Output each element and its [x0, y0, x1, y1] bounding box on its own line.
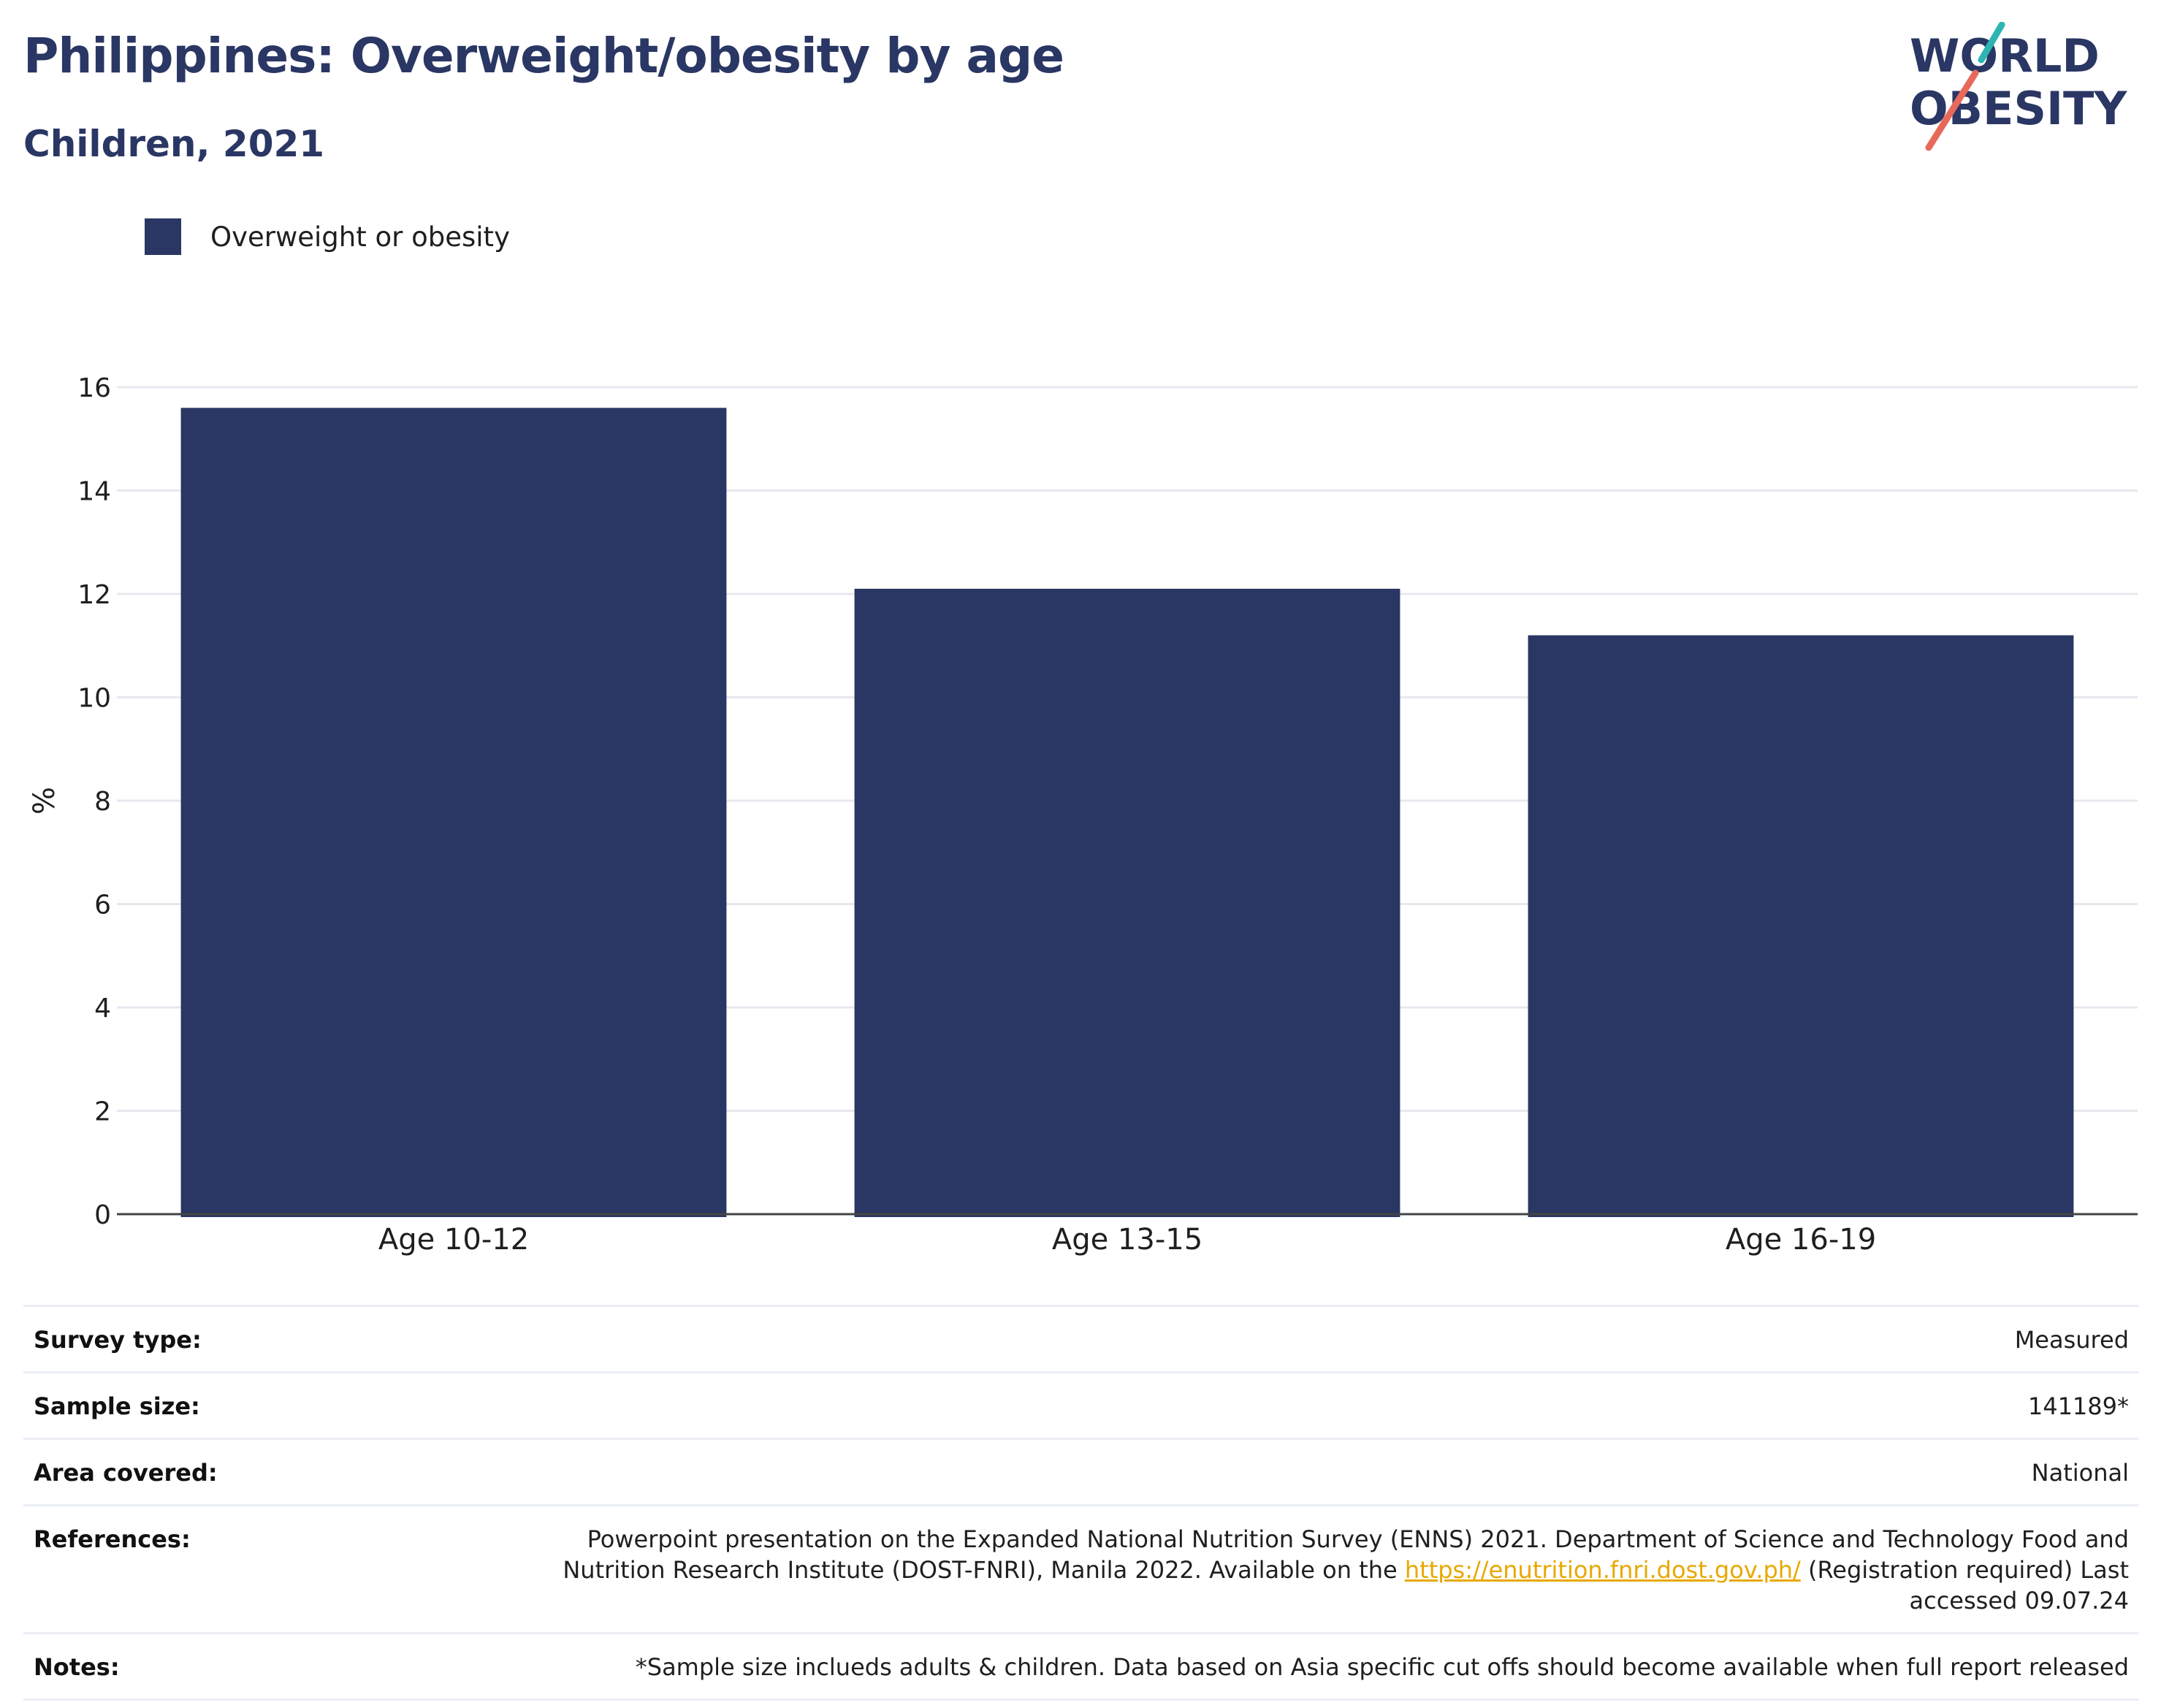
meta-key: Survey type: [34, 1326, 202, 1354]
world-obesity-logo: WORLD OBESITY [1910, 22, 2127, 151]
legend-label: Overweight or obesity [210, 221, 510, 253]
meta-key: Notes: [34, 1653, 120, 1681]
meta-row-references: References: Powerpoint presentation on t… [23, 1506, 2139, 1634]
meta-row-notes: Notes: *Sample size inclueds adults & ch… [23, 1634, 2139, 1701]
logo-text-line1: WORLD [1910, 29, 2100, 83]
logo-text-line2: OBESITY [1910, 82, 2127, 135]
references-text: Powerpoint presentation on the Expanded … [507, 1524, 2129, 1616]
references-text-after: (Registration required) Last accessed 09… [1800, 1556, 2129, 1614]
bar-chart: 0 2 4 6 8 10 12 14 16% Age 10-12 Age 13-15 Age 16-1… [28, 373, 2138, 1257]
x-tick-label: Age 13-15 [1052, 1223, 1203, 1257]
metadata-table: Survey type: Measured Sample size: 14118… [23, 1305, 2139, 1701]
y-tick-label: 0 [94, 1200, 111, 1230]
bar [1528, 635, 2074, 1217]
y-tick-label: 12 [77, 580, 111, 610]
chart-title: Philippines: Overweight/obesity by age [23, 28, 1064, 84]
x-tick-label: Age 10-12 [378, 1223, 529, 1257]
chart-legend: Overweight or obesity [145, 218, 510, 256]
y-tick-label: 4 [94, 994, 111, 1023]
x-tick-label: Age 16-19 [1726, 1223, 1876, 1257]
y-tick-label: 10 [77, 684, 111, 714]
logo-slash-teal [1978, 22, 2005, 64]
meta-value: *Sample size inclueds adults & children.… [635, 1653, 2129, 1681]
y-axis-label: % [28, 787, 61, 815]
meta-key: References: [34, 1525, 191, 1553]
bar [854, 588, 1400, 1217]
y-tick-label: 2 [94, 1097, 111, 1127]
y-tick-label: 6 [94, 891, 111, 920]
bar [180, 408, 727, 1217]
y-tick-label: 14 [77, 477, 111, 507]
meta-row-area-covered: Area covered: National [23, 1440, 2139, 1506]
meta-key: Sample size: [34, 1392, 200, 1420]
references-link[interactable]: https://enutrition.fnri.dost.gov.ph/ [1404, 1556, 1801, 1584]
y-tick-label: 16 [77, 373, 111, 403]
meta-key: Area covered: [34, 1459, 218, 1487]
legend-swatch [145, 218, 181, 255]
references-text-before: Powerpoint presentation on the Expanded … [563, 1525, 2129, 1584]
y-tick-label: 8 [94, 787, 111, 817]
meta-value: Measured [2014, 1326, 2129, 1354]
chart-subtitle: Children, 2021 [23, 123, 325, 165]
meta-value: 141189* [2027, 1392, 2129, 1420]
meta-row-sample-size: Sample size: 141189* [23, 1373, 2139, 1440]
meta-row-survey-type: Survey type: Measured [23, 1307, 2139, 1373]
meta-value: National [2031, 1459, 2129, 1487]
logo-slash-coral [1925, 69, 1979, 151]
